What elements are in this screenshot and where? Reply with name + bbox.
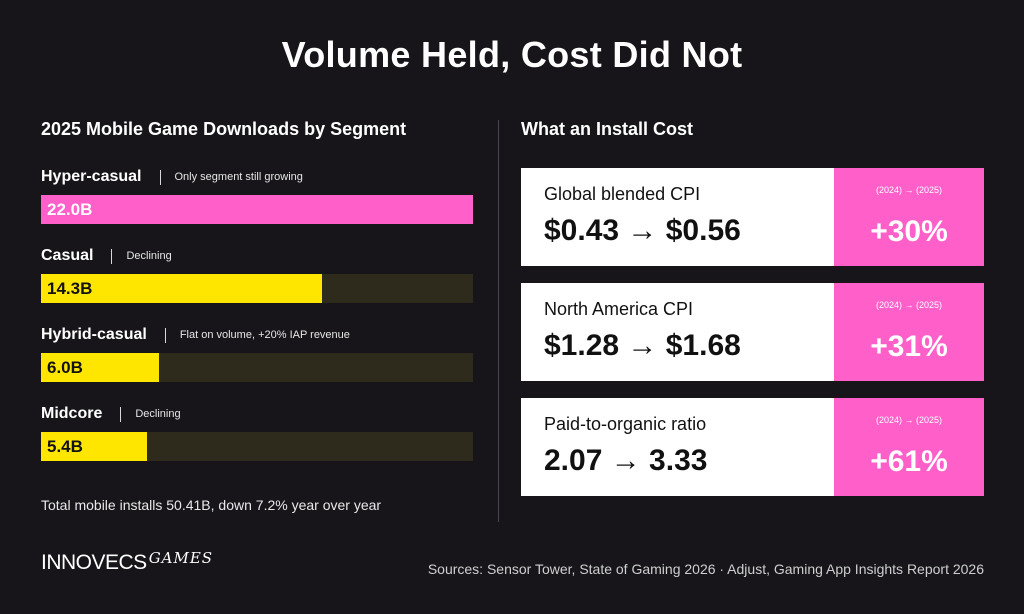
cpi-card-north-america: North America CPI $1.28 → $1.68 (2024) →… [521, 283, 984, 381]
segment-note: Declining [135, 408, 181, 420]
segment-header: Hybrid-casual Flat on volume, +20% IAP re… [41, 326, 350, 344]
bar-track: 6.0B [41, 353, 473, 382]
column-divider [498, 120, 499, 522]
card-label: North America CPI [544, 299, 694, 319]
segment-name: Midcore [41, 405, 103, 422]
card-years: (2024) → (2025) [875, 300, 943, 310]
card-values: $1.28 → $1.68 [544, 329, 741, 362]
ratio-card-paid-organic: Paid-to-organic ratio 2.07 → 3.33 (2024)… [521, 398, 984, 496]
card-main-panel: Global blended CPI $0.43 → $0.56 [521, 168, 834, 266]
segment-header: Hyper-casual Only segment still growing [41, 168, 303, 186]
card-label: Paid-to-organic ratio [544, 414, 707, 434]
bar-hyper-casual [41, 195, 473, 224]
bar-midcore [41, 432, 147, 461]
bar-value-label: 6.0B [47, 358, 83, 377]
segment-name: Hyper-casual [41, 168, 142, 185]
bar-track: 22.0B [41, 195, 473, 224]
card-percent-change: +61% [870, 445, 948, 478]
segment-note: Flat on volume, +20% IAP revenue [179, 329, 350, 341]
card-years: (2024) → (2025) [875, 185, 943, 195]
segment-separator [164, 327, 166, 343]
card-percent-change: +31% [870, 330, 948, 363]
brand-script-wordmark: GAMES [148, 549, 214, 567]
segment-separator [111, 248, 113, 264]
bar-value-label: 14.3B [47, 279, 93, 298]
segment-name: Hybrid-casual [41, 326, 147, 343]
card-percent-change: +30% [870, 215, 948, 248]
cpi-card-global: Global blended CPI $0.43 → $0.56 (2024) … [521, 168, 984, 266]
segment-note: Declining [126, 250, 172, 262]
card-values: 2.07 → 3.33 [544, 444, 708, 477]
install-cost-section-title: What an Install Cost [521, 119, 694, 139]
segment-note: Only segment still growing [174, 171, 303, 183]
bar-track: 5.4B [41, 432, 473, 461]
bar-hybrid-casual [41, 353, 159, 382]
card-change-panel: (2024) → (2025) +61% [834, 398, 984, 496]
card-years: (2024) → (2025) [875, 415, 943, 425]
segment-separator [120, 406, 122, 422]
page-title: Volume Held, Cost Did Not [281, 34, 743, 75]
bar-track: 14.3B [41, 274, 473, 303]
segment-separator [159, 169, 161, 185]
card-label: Global blended CPI [544, 184, 701, 204]
card-values: $0.43 → $0.56 [544, 214, 741, 247]
brand-wordmark: INNOVECS [41, 551, 147, 574]
downloads-section-title: 2025 Mobile Game Downloads by Segment [41, 119, 407, 139]
bar-value-label: 5.4B [47, 437, 83, 456]
segment-name: Casual [41, 247, 94, 264]
card-change-panel: (2024) → (2025) +31% [834, 283, 984, 381]
card-main-panel: North America CPI $1.28 → $1.68 [521, 283, 834, 381]
card-change-panel: (2024) → (2025) +30% [834, 168, 984, 266]
segment-header: Casual Declining [41, 247, 172, 265]
segment-header: Midcore Declining [41, 405, 181, 423]
brand-logo: INNOVECS GAMES [41, 549, 214, 575]
bar-value-label: 22.0B [47, 200, 93, 219]
card-main-panel: Paid-to-organic ratio 2.07 → 3.33 [521, 398, 834, 496]
bar-casual [41, 274, 322, 303]
sources-note: Sources: Sensor Tower, State of Gaming 2… [427, 561, 984, 577]
total-installs-footnote: Total mobile installs 50.41B, down 7.2% … [41, 497, 382, 513]
